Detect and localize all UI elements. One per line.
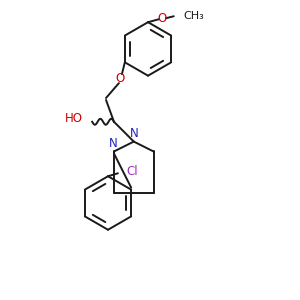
Text: O: O: [115, 72, 124, 85]
Text: CH₃: CH₃: [184, 11, 204, 21]
Text: Cl: Cl: [127, 165, 139, 178]
Text: N: N: [129, 127, 138, 140]
Text: O: O: [157, 12, 167, 25]
Text: N: N: [109, 137, 117, 150]
Text: HO: HO: [65, 112, 83, 125]
